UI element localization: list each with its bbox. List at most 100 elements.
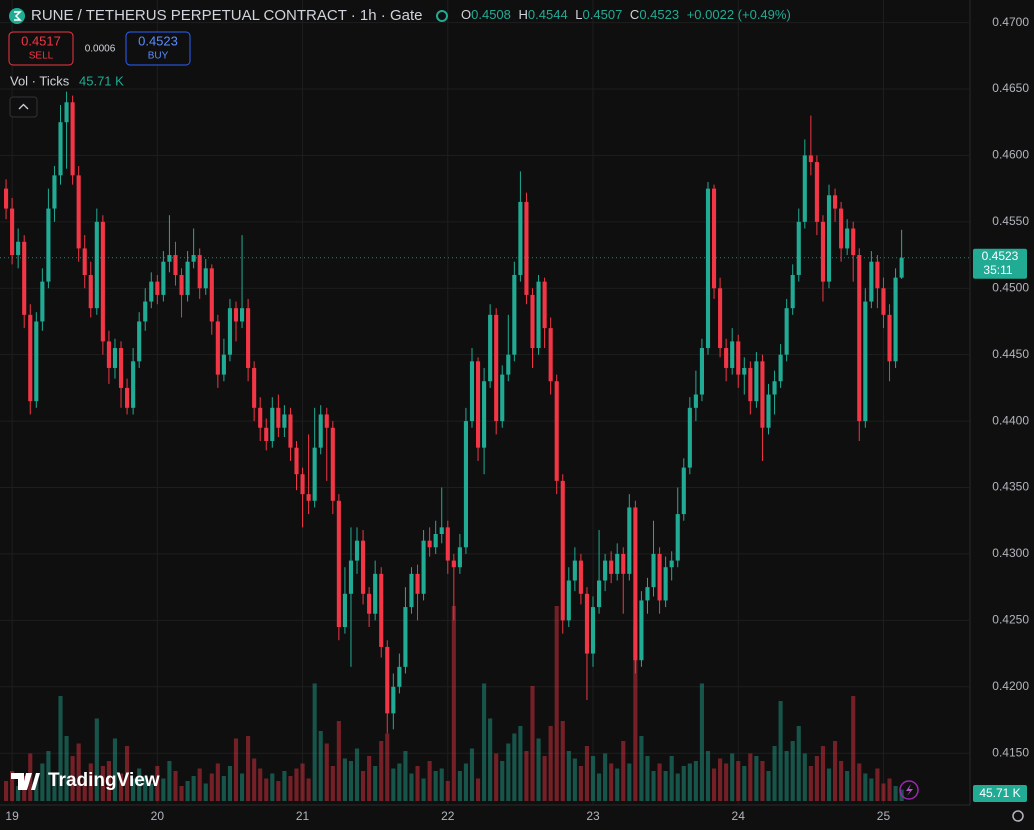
- candle-body: [639, 600, 644, 661]
- sell-box[interactable]: [8, 31, 74, 66]
- sell-button[interactable]: 0.4517 SELL: [8, 31, 74, 66]
- volume-bar: [839, 761, 844, 801]
- volume-bar: [754, 756, 759, 801]
- volume-bar: [633, 626, 638, 801]
- volume-bar: [233, 738, 239, 801]
- volume-bar: [215, 763, 220, 801]
- buy-box[interactable]: [125, 31, 191, 66]
- candle-body: [887, 314, 892, 362]
- candle-body: [324, 414, 329, 428]
- candle-body: [209, 268, 214, 322]
- candle-body: [215, 321, 220, 375]
- candle-body: [469, 361, 475, 422]
- candle-body: [106, 341, 111, 368]
- candle-body: [494, 314, 499, 422]
- candle-body: [839, 208, 844, 249]
- volume-bar: [270, 773, 275, 801]
- volume-bar: [16, 786, 21, 801]
- candle-body: [766, 394, 771, 428]
- candle-body: [28, 314, 33, 402]
- volume-bar: [173, 771, 178, 801]
- buy-price[interactable]: 0.4523: [138, 33, 178, 48]
- candle-body: [179, 274, 184, 295]
- candle-body: [288, 414, 293, 448]
- volume-bar: [191, 776, 196, 801]
- buy-label[interactable]: BUY: [148, 51, 169, 62]
- candle-body: [651, 553, 656, 588]
- candle-body: [397, 666, 402, 687]
- candle-body: [391, 686, 396, 714]
- candle-body: [46, 208, 51, 282]
- candles: [3, 91, 904, 734]
- candle-body: [724, 348, 729, 368]
- volume-bar: [730, 753, 735, 801]
- spread: 0.0006: [85, 44, 116, 55]
- candle-body: [354, 540, 360, 561]
- volume-bar: [373, 766, 378, 801]
- volume-bar: [536, 738, 541, 801]
- volume-bar: [802, 753, 807, 801]
- volume-bar: [118, 773, 124, 801]
- volume-bar: [808, 766, 813, 801]
- candle-body: [518, 201, 523, 275]
- lightning-button[interactable]: [899, 780, 919, 800]
- candle-body: [373, 573, 378, 614]
- candle-body: [893, 277, 898, 362]
- volume-bar: [506, 743, 511, 801]
- volume-bar: [845, 771, 850, 801]
- candle-body: [536, 281, 541, 349]
- ohlc-key: O: [461, 7, 471, 22]
- candle-body: [64, 102, 69, 123]
- status-dot: [436, 10, 448, 22]
- buy-button[interactable]: 0.4523 BUY: [125, 31, 191, 66]
- candle-body: [342, 593, 347, 627]
- volume-bar: [348, 761, 354, 801]
- sell-label[interactable]: SELL: [29, 51, 54, 62]
- volume-bar: [179, 786, 184, 801]
- volume-bar: [70, 756, 75, 801]
- candle-body: [433, 534, 438, 548]
- volume-bar: [246, 736, 251, 801]
- candle-body: [845, 228, 850, 249]
- volume-bar: [336, 721, 341, 801]
- candle-body: [415, 573, 420, 594]
- volume-bar: [445, 781, 450, 801]
- collapse-button[interactable]: [9, 96, 38, 118]
- candle-body: [814, 162, 819, 222]
- candle-body: [137, 321, 142, 362]
- volume-bar: [530, 686, 535, 801]
- volume-bar: [397, 763, 402, 801]
- candle-body: [161, 261, 166, 295]
- volume-bar: [584, 746, 590, 801]
- candle-body: [270, 407, 275, 442]
- y-tick-label: 0.4650: [992, 81, 1029, 95]
- candle-body: [239, 308, 245, 322]
- volume-bar: [385, 733, 390, 801]
- candle-body: [203, 268, 208, 289]
- volume-bar: [88, 763, 93, 801]
- candle-body: [524, 201, 529, 295]
- candle-body: [191, 255, 196, 262]
- candle-body: [330, 427, 335, 501]
- volume-bar: [227, 766, 233, 801]
- candle-body: [796, 221, 801, 275]
- symbol-icon-glyph: [14, 11, 22, 21]
- volume-bar: [463, 763, 468, 801]
- candle-body: [742, 367, 747, 375]
- volume-bar: [548, 726, 553, 801]
- volume-bar: [578, 766, 583, 801]
- settings-button[interactable]: [1012, 810, 1024, 822]
- volume-bar: [252, 758, 257, 801]
- y-tick-label: 0.4200: [992, 679, 1029, 693]
- sell-price[interactable]: 0.4517: [21, 33, 61, 48]
- volume-bar: [403, 751, 408, 801]
- volume-bar: [367, 756, 372, 801]
- candle-body: [548, 328, 553, 382]
- volume-bar: [439, 768, 444, 801]
- candle-body: [863, 301, 868, 422]
- price-axis-bg: [970, 0, 1034, 830]
- candle-body: [597, 580, 602, 608]
- volume-bars: [3, 606, 904, 801]
